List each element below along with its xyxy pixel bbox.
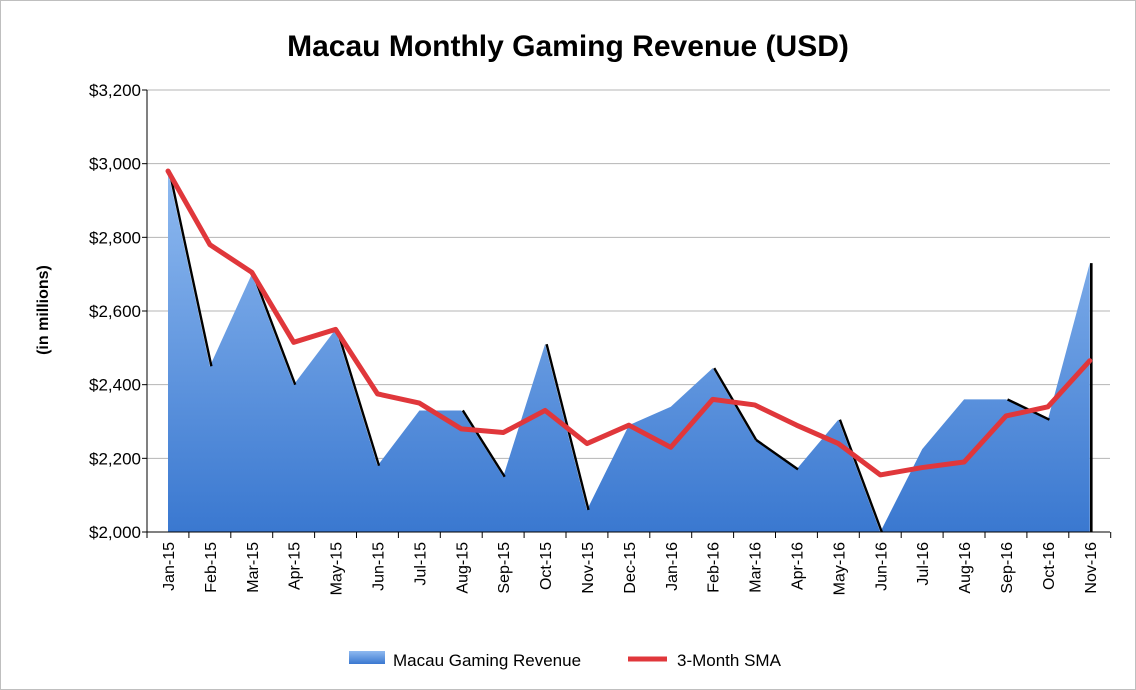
revenue-edge-segment [252,273,297,386]
sma-line [165,168,1093,478]
revenue-area [168,171,1090,533]
y-axis-label: (in millions) [35,265,52,355]
x-axis-ticks: Jan-15 Feb-15 Mar-15 Apr-15 May-15 Jun-15 Jul-… [161,542,1100,595]
x-tick-label: Jun-16 [873,542,890,591]
axes [142,89,1112,538]
x-tick-label: Nov-15 [580,542,597,594]
x-tick-label: Jan-15 [161,542,178,591]
x-tick-label: Aug-16 [957,542,974,594]
chart-title: Macau Monthly Gaming Revenue (USD) [287,30,849,63]
x-tick-label: Apr-15 [287,542,304,590]
x-tick-label: Aug-15 [454,542,471,594]
x-tick-label: Oct-16 [1041,542,1058,590]
y-tick-label: $3,000 [89,155,141,174]
x-tick-label: Apr-16 [790,542,807,590]
revenue-edge-segment [335,329,381,467]
x-tick-label: Feb-16 [706,542,723,593]
x-tick-label: Sep-16 [999,542,1016,594]
y-tick-label: $2,200 [89,449,141,468]
x-tick-label: Dec-15 [622,542,639,594]
y-axis-ticks: $2,000 $2,200 $2,400 $2,600 $2,800 $3,000 $3,2… [89,81,141,542]
x-tick-label: May-16 [831,542,848,595]
y-tick-label: $2,400 [89,376,141,395]
x-tick-label: Feb-15 [203,542,220,593]
revenue-edge-segment [838,419,883,533]
revenue-area-layer [168,171,1090,533]
x-tick-label: Jun-15 [371,542,388,591]
x-tick-label: Jul-16 [915,542,932,586]
y-tick-label: $2,800 [89,228,141,247]
y-tick-label: $3,200 [89,81,141,100]
revenue-edge-segment [755,438,799,471]
revenue-edge-segment [461,409,506,478]
legend-label-sma: 3-Month SMA [677,651,782,670]
x-tick-label: Mar-16 [748,542,765,593]
sma-line-layer [165,168,1093,478]
legend-swatch-revenue [349,651,385,664]
x-tick-label: Mar-15 [245,542,262,593]
x-tick-label: May-15 [329,542,346,595]
x-tick-label: Oct-15 [538,542,555,590]
revenue-edge-segment [168,170,213,367]
x-tick-label: Jan-16 [664,542,681,591]
x-tick-label: Sep-15 [496,542,513,594]
x-tick-label: Nov-16 [1083,542,1100,594]
legend: Macau Gaming Revenue 3-Month SMA [349,651,782,670]
x-tick-label: Jul-15 [412,542,429,586]
legend-label-revenue: Macau Gaming Revenue [393,651,581,670]
y-tick-label: $2,600 [89,302,141,321]
y-tick-label: $2,000 [89,523,141,542]
